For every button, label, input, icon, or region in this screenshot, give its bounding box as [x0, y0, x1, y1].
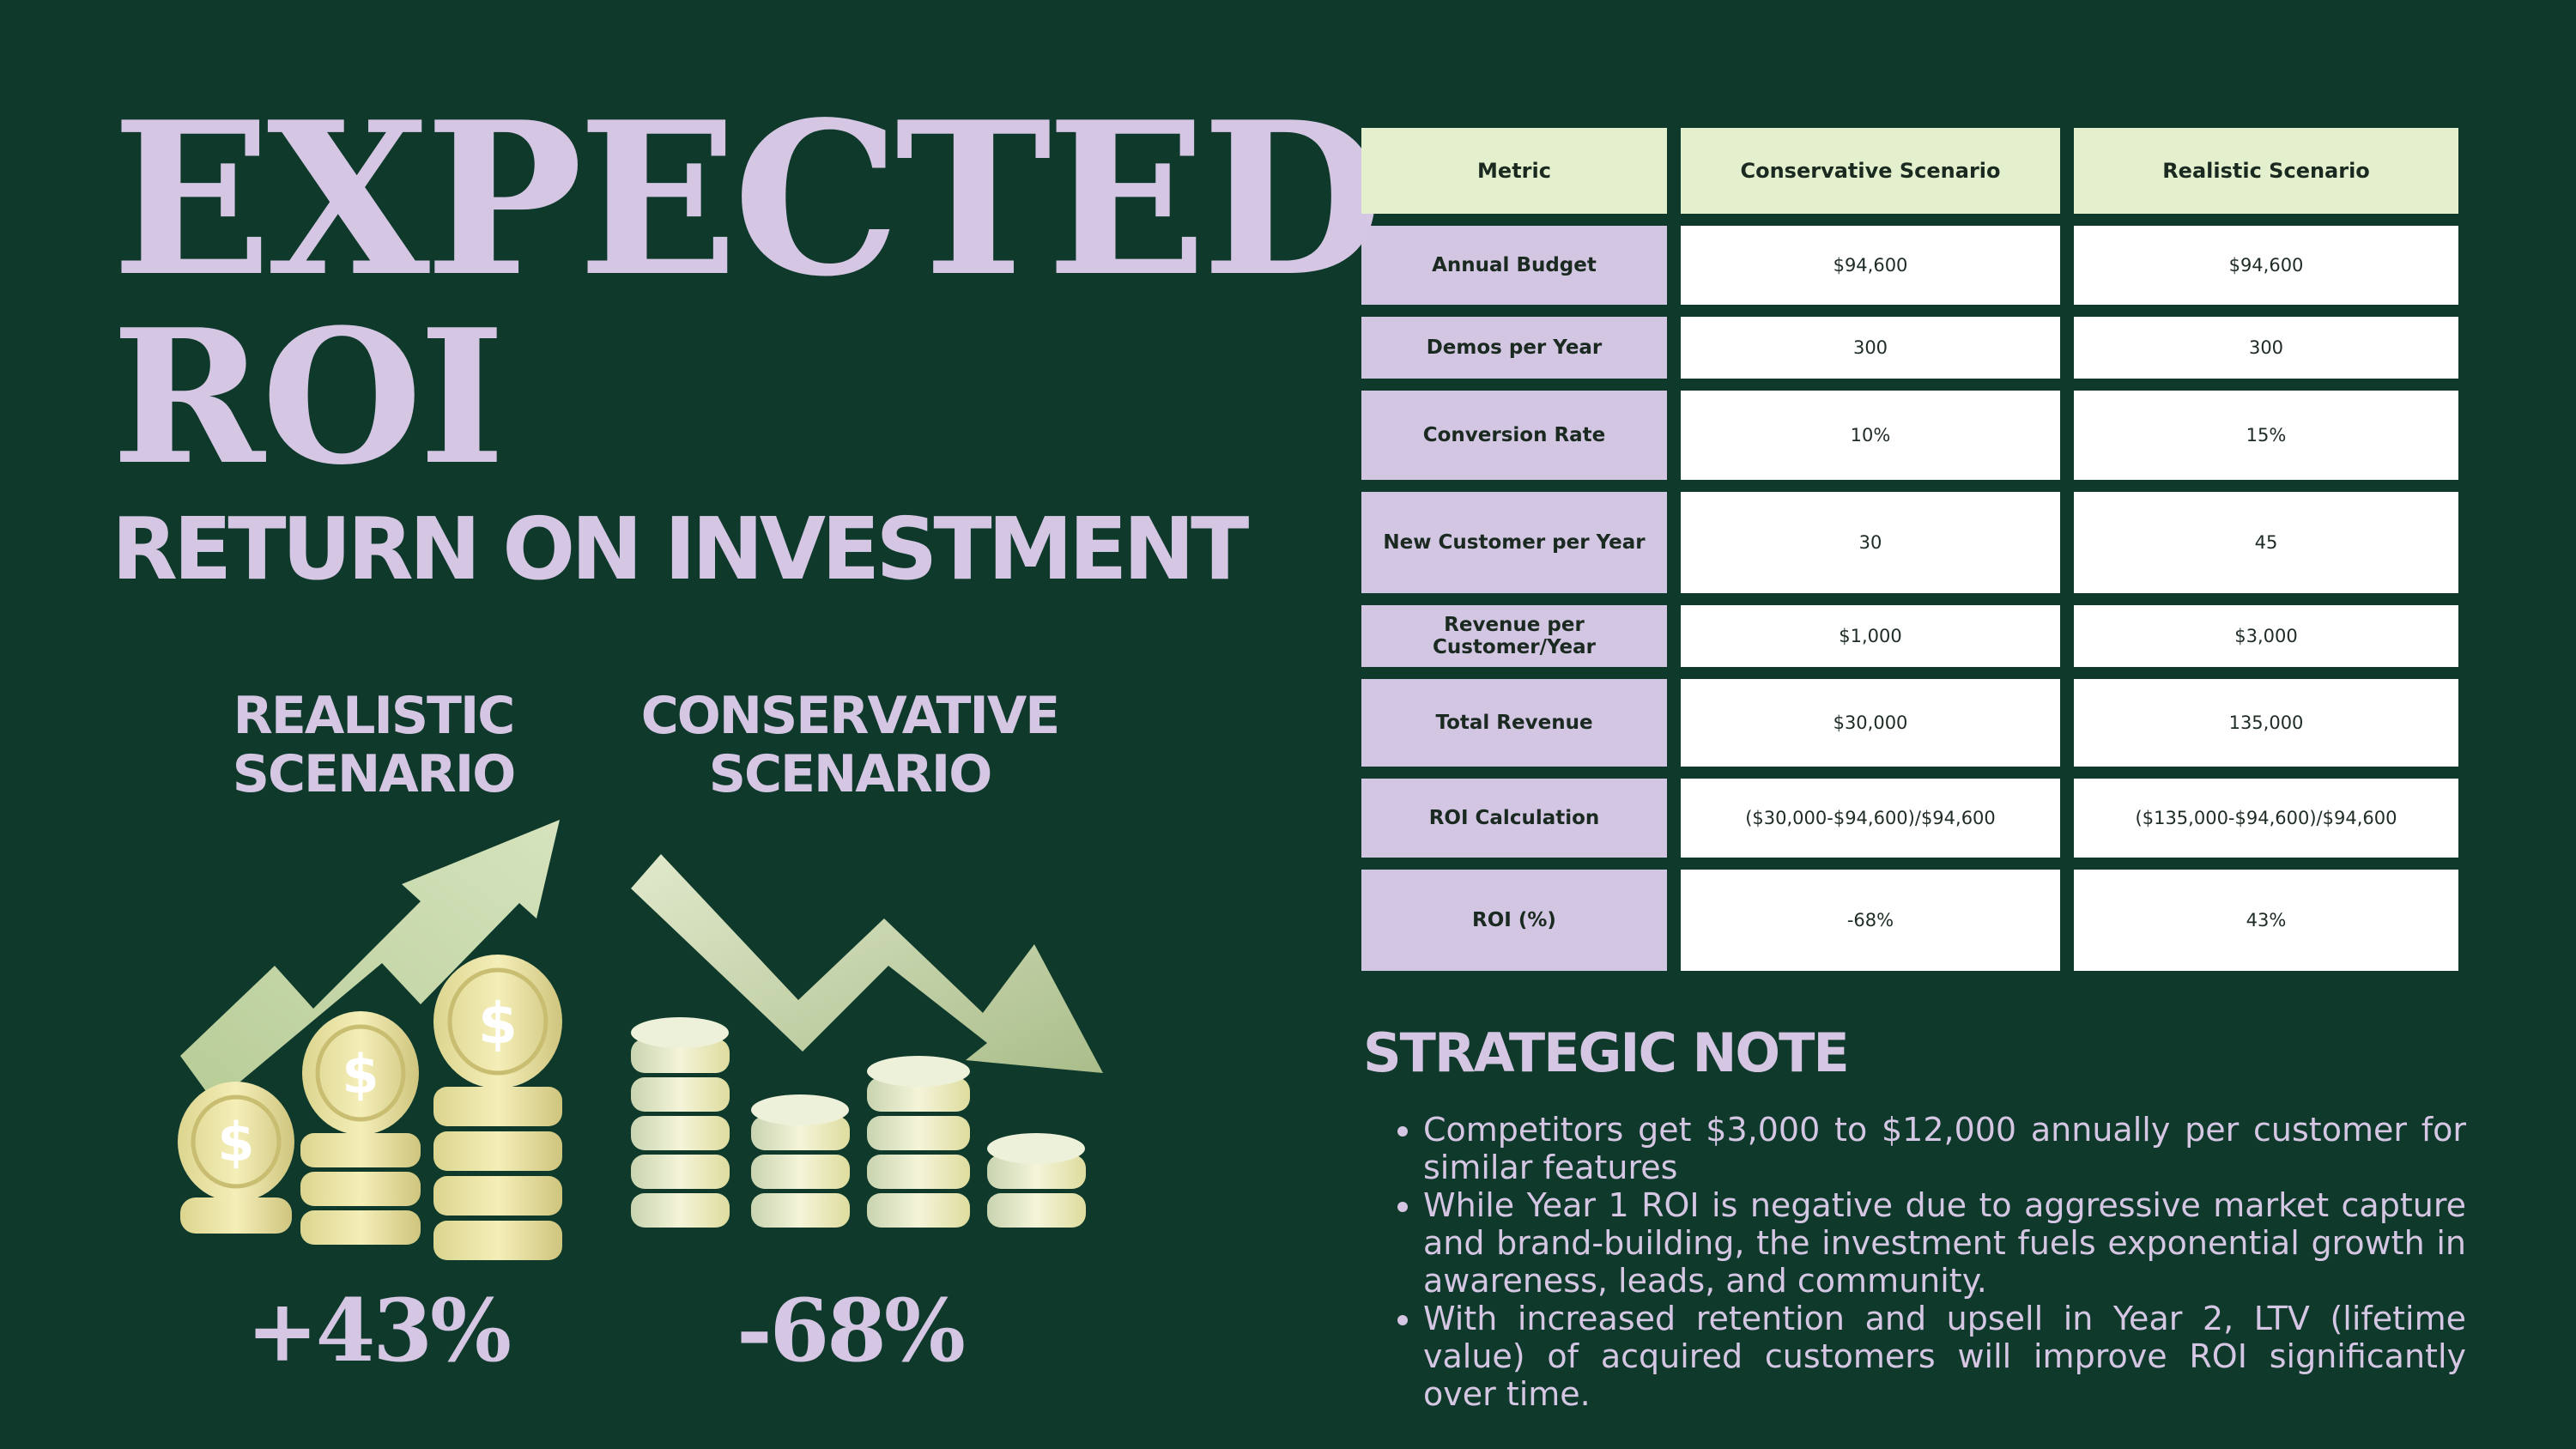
- metric-cell: Demos per Year: [1361, 317, 1667, 379]
- metric-cell: Revenue per Customer/Year: [1361, 605, 1667, 667]
- conservative-cell: 30: [1681, 492, 2060, 593]
- svg-text:$: $: [217, 1111, 254, 1173]
- conservative-cell: $94,600: [1681, 226, 2060, 305]
- metric-cell: ROI Calculation: [1361, 779, 1667, 858]
- metric-cell: Total Revenue: [1361, 679, 1667, 767]
- conservative-cell: $1,000: [1681, 605, 2060, 667]
- conservative-cell: 300: [1681, 317, 2060, 379]
- column-header: Metric: [1361, 128, 1667, 214]
- strategic-note-list: Competitors get $3,000 to $12,000 annual…: [1389, 1111, 2466, 1413]
- realistic-cell: 135,000: [2074, 679, 2458, 767]
- page-title: EXPECTED: [112, 76, 1384, 323]
- rising-coins-arrow-icon: $ $ $: [178, 820, 562, 1260]
- table-row: Conversion Rate 10% 15%: [1361, 391, 2458, 480]
- table-row: Demos per Year 300 300: [1361, 317, 2458, 379]
- roi-table: Metric Conservative Scenario Realistic S…: [1348, 116, 2472, 983]
- realistic-cell: 45: [2074, 492, 2458, 593]
- table-row: Revenue per Customer/Year $1,000 $3,000: [1361, 605, 2458, 667]
- realistic-cell: 300: [2074, 317, 2458, 379]
- conservative-cell: -68%: [1681, 870, 2060, 971]
- conservative-cell: $30,000: [1681, 679, 2060, 767]
- realistic-cell: 15%: [2074, 391, 2458, 480]
- table-row: ROI Calculation ($30,000-$94,600)/$94,60…: [1361, 779, 2458, 858]
- column-header: Realistic Scenario: [2074, 128, 2458, 214]
- svg-text:$: $: [478, 991, 518, 1057]
- table-header-row: Metric Conservative Scenario Realistic S…: [1361, 128, 2458, 214]
- falling-coins-arrow-icon: [631, 854, 1103, 1228]
- page-title-roi: ROI: [112, 288, 506, 506]
- table-row: Annual Budget $94,600 $94,600: [1361, 226, 2458, 305]
- realistic-cell: ($135,000-$94,600)/$94,600: [2074, 779, 2458, 858]
- conservative-cell: 10%: [1681, 391, 2060, 480]
- table-row: Total Revenue $30,000 135,000: [1361, 679, 2458, 767]
- page-subtitle: RETURN ON INVESTMENT: [112, 499, 1249, 599]
- realistic-cell: $3,000: [2074, 605, 2458, 667]
- realistic-scenario-label: REALISTIC SCENARIO: [232, 686, 516, 804]
- realistic-roi-value: +43%: [246, 1280, 512, 1381]
- conservative-roi-value: -68%: [736, 1280, 966, 1381]
- realistic-cell: 43%: [2074, 870, 2458, 971]
- svg-text:$: $: [342, 1043, 379, 1106]
- list-item: While Year 1 ROI is negative due to aggr…: [1423, 1186, 2466, 1300]
- realistic-cell: $94,600: [2074, 226, 2458, 305]
- table-row: ROI (%) -68% 43%: [1361, 870, 2458, 971]
- table-row: New Customer per Year 30 45: [1361, 492, 2458, 593]
- metric-cell: Conversion Rate: [1361, 391, 1667, 480]
- column-header: Conservative Scenario: [1681, 128, 2060, 214]
- list-item: With increased retention and upsell in Y…: [1423, 1300, 2466, 1413]
- strategic-note-title: STRATEGIC NOTE: [1363, 1022, 1850, 1084]
- metric-cell: Annual Budget: [1361, 226, 1667, 305]
- conservative-cell: ($30,000-$94,600)/$94,600: [1681, 779, 2060, 858]
- conservative-scenario-label: CONSERVATIVE SCENARIO: [640, 686, 1060, 804]
- list-item: Competitors get $3,000 to $12,000 annual…: [1423, 1111, 2466, 1186]
- metric-cell: ROI (%): [1361, 870, 1667, 971]
- metric-cell: New Customer per Year: [1361, 492, 1667, 593]
